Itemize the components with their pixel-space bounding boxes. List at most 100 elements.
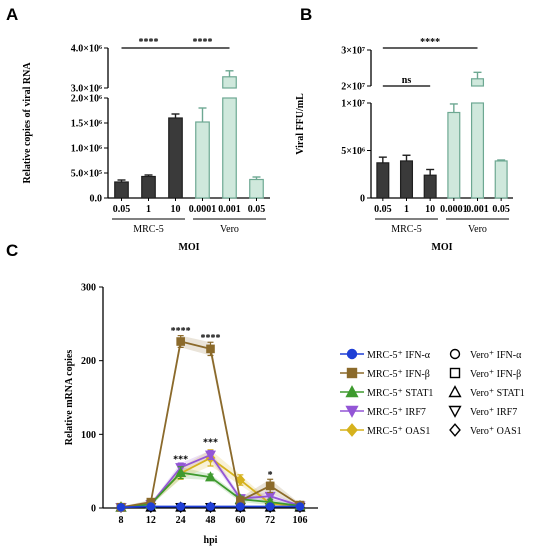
x-tick-label: 1 [404,204,409,215]
data-point [346,367,358,379]
y-axis-label: Viral FFU/mL [295,93,306,155]
y-tick-label: 300 [81,283,96,294]
data-point [206,502,215,511]
data-point [236,502,245,511]
data-point [346,348,358,360]
data-point [295,502,305,511]
x-tick-label: 72 [265,515,275,526]
x-tick-label: 0.001 [218,204,241,215]
data-point [346,423,358,437]
data-point [345,405,359,418]
x-tick-label: 0.0001 [189,204,217,215]
data-point [449,367,461,379]
y-tick-label: 100 [81,430,96,441]
significance-label: * [268,470,273,481]
x-tick-label: 106 [293,515,308,526]
significance-label: *** [173,454,188,465]
significance-label: **** [420,37,440,48]
legend-label: MRC-5⁺ OAS1 [367,426,430,437]
group-label: MRC-5 [133,224,164,235]
bar [195,121,210,199]
data-point [116,502,126,512]
group-label: Vero [220,224,239,235]
y-tick-label: 200 [81,356,96,367]
y-tick-label: 0.0 [90,194,103,205]
y-tick-label: 2×10⁷ [341,82,365,93]
group-label: MRC-5 [391,224,422,235]
y-tick-label: 1×10⁷ [341,99,365,110]
legend-label: Vero⁺ IFN-α [470,350,522,361]
chart-panel-b: 0 5×10⁶ 1×10⁷ 2×10⁷ 3×10⁷ Viral FFU/mL 0.05 1 10… [295,37,513,253]
x-tick-label: 0.05 [492,204,510,215]
legend-label: Vero⁺ IRF7 [470,407,517,418]
data-point [175,466,187,477]
legend-label: MRC-5⁺ IFN-β [367,369,430,380]
y-tick-label: 3.0×10⁶ [71,84,102,95]
group-label: Vero [468,224,487,235]
series-error-band [121,450,300,508]
x-tick-label: 24 [176,515,186,526]
series-error-band [121,335,300,508]
bar [222,76,237,89]
bar [423,174,437,199]
x-tick-label: 0.05 [374,204,392,215]
y-tick-label: 1.0×10⁶ [71,144,102,155]
x-tick-label: 0.001 [466,204,489,215]
x-tick-label: 12 [146,515,156,526]
data-point [235,474,246,486]
data-point [448,405,462,418]
panel-letter-b: B [300,5,312,24]
x-tick-label: 60 [235,515,245,526]
x-tick-label: 8 [119,515,124,526]
bar [168,117,183,199]
y-tick-label: 0 [360,194,365,205]
x-axis-label: MOI [178,242,199,253]
bar [447,111,461,199]
bar [376,162,390,199]
x-tick-label: 10 [171,204,181,215]
y-tick-label: 0 [91,504,96,515]
significance-label: **** [201,333,221,344]
bar [249,178,264,199]
data-point [205,450,216,461]
x-tick-label: 48 [206,515,216,526]
bar [399,160,414,199]
data-point [449,348,461,360]
significance-label: **** [171,326,191,337]
x-tick-label: 0.0001 [440,204,468,215]
bar [114,181,129,199]
significance-label: ns [402,75,412,86]
data-point [146,502,156,511]
panel-letter-a: A [6,5,18,24]
bar [470,78,485,87]
chart-panel-c: 0 100 200 300 8 12 24 48 60 72 106 hpi Relative mRNA… [64,283,525,547]
legend-label: Vero⁺ IFN-β [470,369,521,380]
data-point [265,481,275,491]
data-point [345,385,359,398]
y-axis-label: Relative mRNA copies [64,350,75,446]
data-point [265,502,275,511]
data-point [449,423,461,437]
bar-lower-segment [470,102,485,199]
panel-letter-c: C [6,241,18,260]
data-point [176,337,185,346]
bar [141,175,156,199]
legend-label: MRC-5⁺ STAT1 [367,388,433,399]
y-tick-label: 1.5×10⁶ [71,119,102,130]
data-point [205,471,216,482]
legend-label: MRC-5⁺ IFN-α [367,350,431,361]
x-tick-label: 1 [146,204,151,215]
bar [494,160,508,199]
data-point [448,385,462,398]
y-tick-label: 5.0×10⁵ [71,169,102,180]
x-axis-label: MOI [431,242,452,253]
significance-label: **** [139,37,159,48]
data-point [176,502,185,511]
y-tick-label: 3×10⁷ [341,46,365,57]
significance-label: **** [193,37,213,48]
bar-lower-segment [222,97,237,199]
legend-label: MRC-5⁺ IRF7 [367,407,426,418]
x-tick-label: 0.05 [113,204,131,215]
legend: MRC-5⁺ IFN-α MRC-5⁺ IFN-β MRC-5⁺ STAT1 MRC-… [340,348,525,437]
